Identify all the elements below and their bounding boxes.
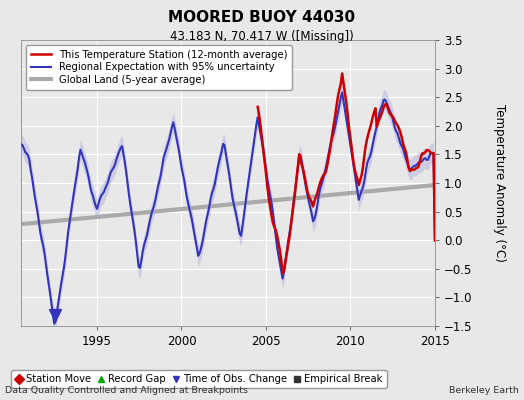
- Text: MOORED BUOY 44030: MOORED BUOY 44030: [168, 10, 356, 25]
- Legend: Station Move, Record Gap, Time of Obs. Change, Empirical Break: Station Move, Record Gap, Time of Obs. C…: [12, 370, 387, 388]
- Text: 43.183 N, 70.417 W ([Missing]): 43.183 N, 70.417 W ([Missing]): [170, 30, 354, 43]
- Text: Berkeley Earth: Berkeley Earth: [449, 386, 519, 395]
- Text: Data Quality Controlled and Aligned at Breakpoints: Data Quality Controlled and Aligned at B…: [5, 386, 248, 395]
- Y-axis label: Temperature Anomaly (°C): Temperature Anomaly (°C): [493, 104, 506, 262]
